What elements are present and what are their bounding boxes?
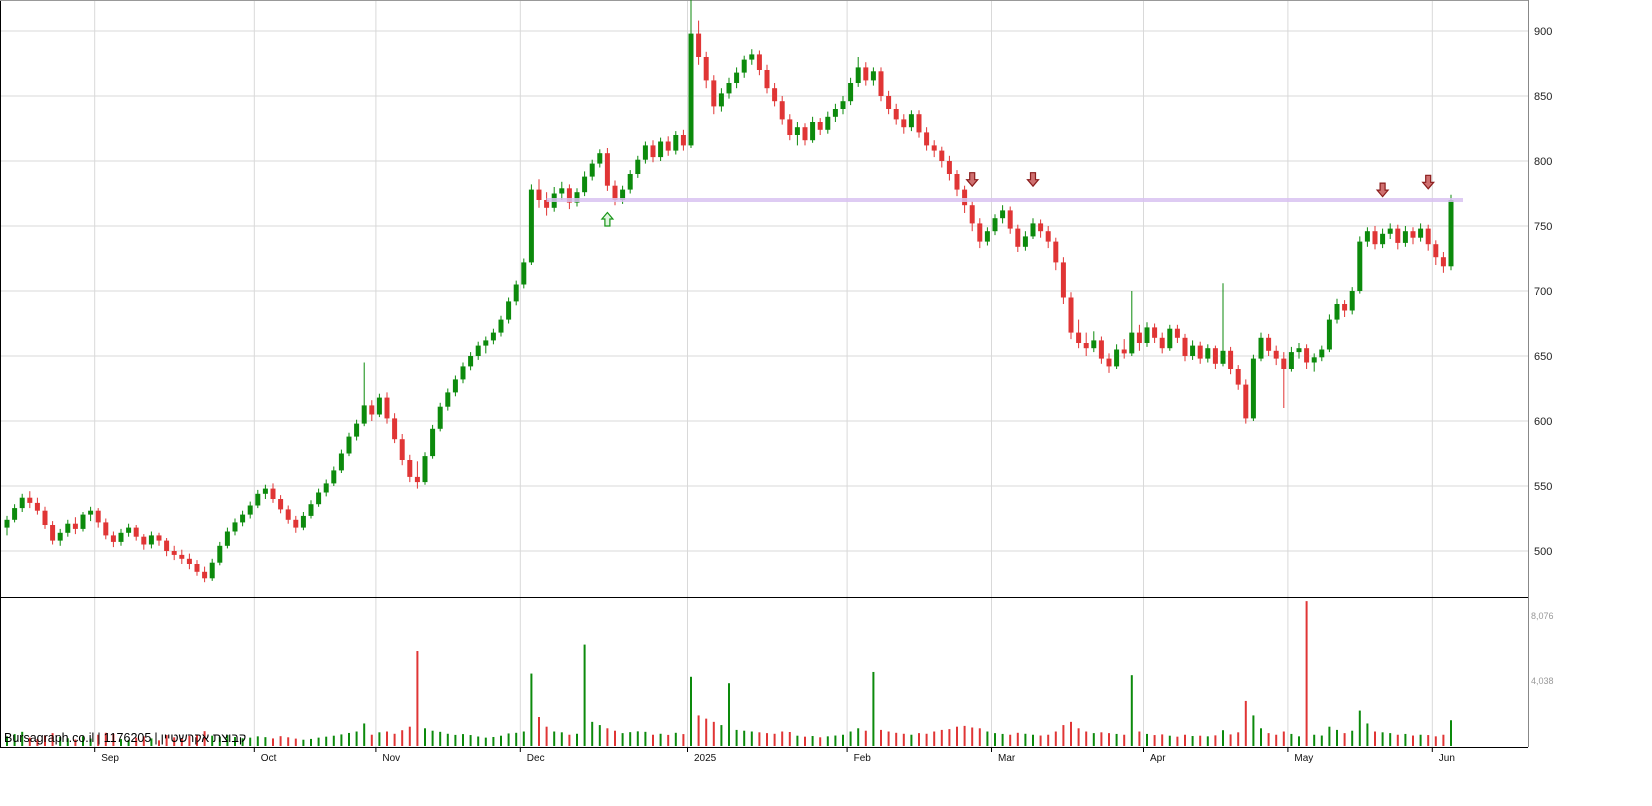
month-label: Oct	[261, 753, 277, 764]
price-tick-label: 500	[1534, 546, 1552, 558]
annotations	[600, 172, 1435, 227]
volume-tick-label: 8,076	[1531, 611, 1554, 621]
gridlines	[0, 0, 1528, 747]
price-tick-label: 650	[1534, 351, 1552, 363]
footer-attribution: Bursagraph.co.il | 1176205 | קבוצת אקרשטיין	[4, 731, 246, 745]
month-label: Apr	[1150, 753, 1166, 764]
price-tick-label: 900	[1534, 26, 1552, 38]
sell-signal-down-arrow-icon	[965, 172, 979, 188]
month-label: May	[1294, 753, 1313, 764]
month-label: Feb	[854, 753, 872, 764]
footer-separator: |	[154, 731, 158, 745]
price-tick-label: 700	[1534, 286, 1552, 298]
month-label: Dec	[527, 753, 545, 764]
sell-signal-down-arrow-icon	[1421, 174, 1435, 190]
price-tick-label: 600	[1534, 416, 1552, 428]
month-label: Nov	[382, 753, 400, 764]
buy-signal-up-arrow-icon	[600, 211, 615, 227]
price-tick-label: 550	[1534, 481, 1552, 493]
price-tick-label: 750	[1534, 221, 1552, 233]
source-name: Bursagraph.co.il	[4, 731, 95, 745]
price-tick-label: 800	[1534, 156, 1552, 168]
instrument-id: 1176205	[103, 731, 152, 745]
volume-tick-label: 4,038	[1531, 676, 1554, 686]
month-label: 2025	[694, 753, 717, 764]
sell-signal-down-arrow-icon	[1026, 172, 1040, 188]
month-label: Mar	[998, 753, 1016, 764]
axis-labels: 900 850 800 750 700 650 600 550 500 8,076 4,038 Sep…	[94, 26, 1554, 764]
chart-plot-area[interactable]	[0, 0, 1528, 747]
month-label: Sep	[101, 753, 119, 764]
instrument-name: קבוצת אקרשטיין	[160, 731, 247, 745]
footer-separator: |	[97, 731, 101, 745]
candlesticks	[4, 0, 1454, 583]
price-tick-label: 850	[1534, 91, 1552, 103]
sell-signal-down-arrow-icon	[1375, 182, 1390, 198]
volume-bars	[6, 601, 1452, 746]
month-label: Jun	[1439, 753, 1455, 764]
